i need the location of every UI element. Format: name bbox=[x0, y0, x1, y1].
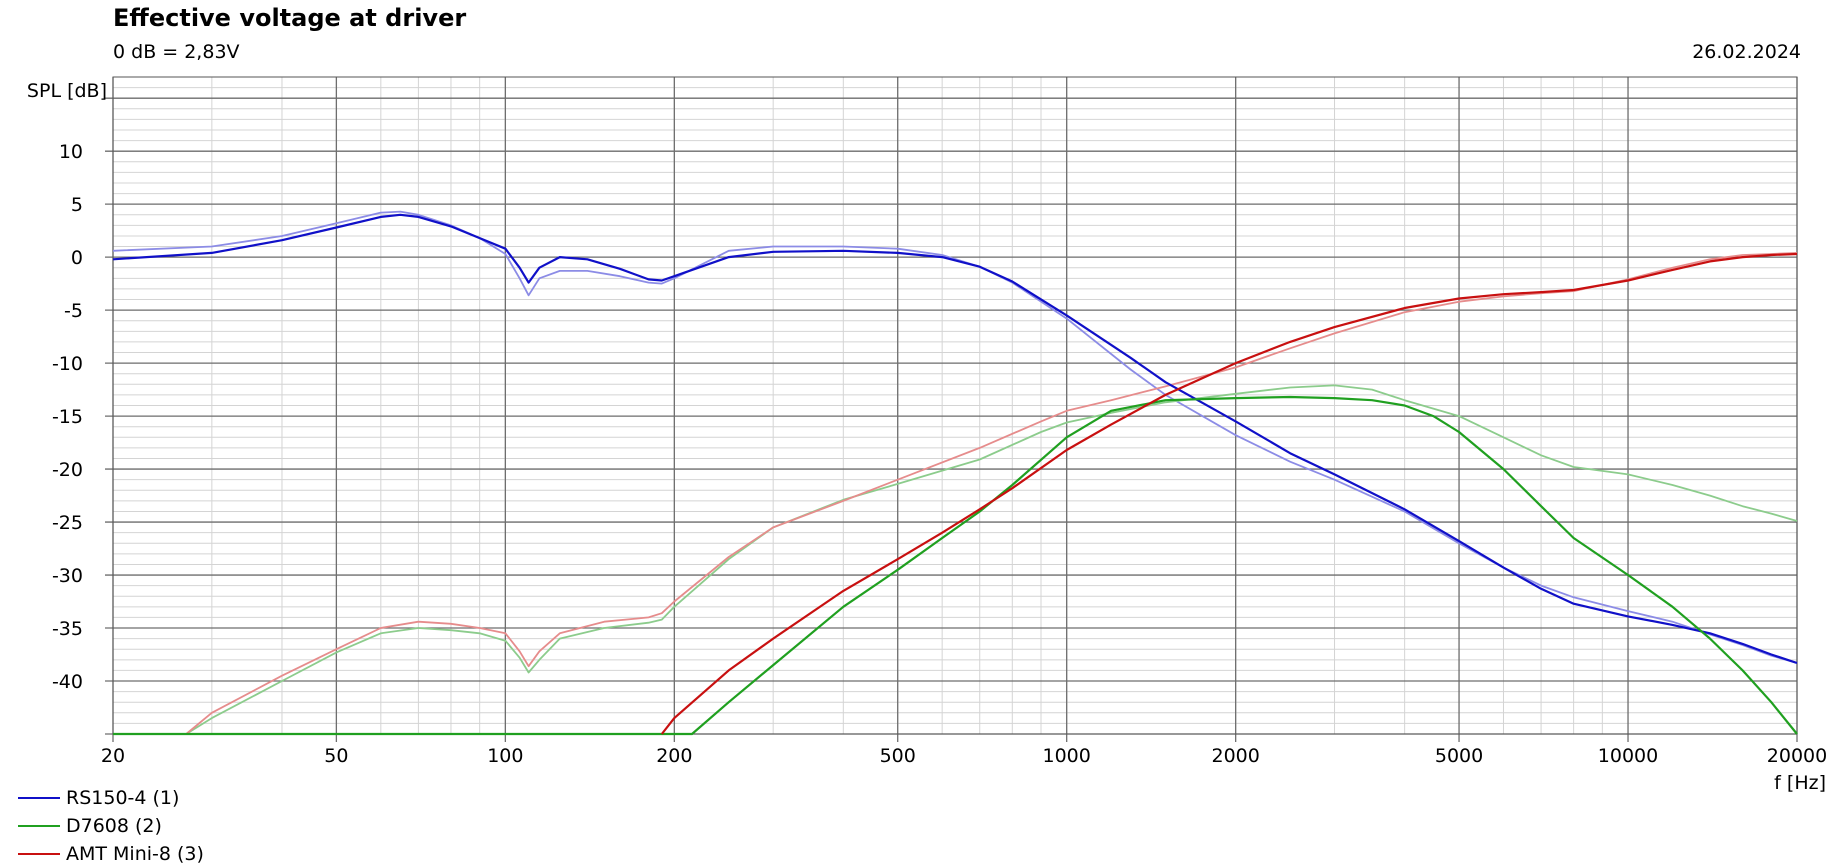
chart-title: Effective voltage at driver bbox=[113, 4, 467, 32]
x-axis-label: f [Hz] bbox=[1774, 772, 1826, 794]
legend-swatch-d7608 bbox=[18, 825, 60, 827]
legend: RS150-4 (1) D7608 (2) AMT Mini-8 (3) bbox=[18, 784, 204, 868]
legend-label-d7608: D7608 (2) bbox=[66, 815, 162, 837]
y-tick-label: 10 bbox=[59, 141, 83, 163]
x-tick-label: 20000 bbox=[1767, 745, 1827, 767]
x-tick-label: 500 bbox=[880, 745, 916, 767]
plot-frame bbox=[112, 76, 1798, 735]
x-tick-label: 50 bbox=[324, 745, 348, 767]
series-line-4 bbox=[660, 252, 1798, 735]
legend-swatch-amt bbox=[18, 853, 60, 855]
x-tick-label: 20 bbox=[101, 745, 125, 767]
y-tick-label: 5 bbox=[71, 194, 83, 216]
series-line-0 bbox=[112, 213, 1798, 665]
y-tick-label: -10 bbox=[52, 353, 83, 375]
y-tick-label: -30 bbox=[52, 565, 83, 587]
y-tick-label: -40 bbox=[52, 671, 83, 693]
x-tick-label: 100 bbox=[487, 745, 523, 767]
legend-item-rs150: RS150-4 (1) bbox=[18, 784, 204, 812]
y-tick-label: -25 bbox=[52, 512, 83, 534]
y-tick-label: -5 bbox=[64, 300, 83, 322]
x-tick-label: 5000 bbox=[1435, 745, 1483, 767]
chart-subtitle: 0 dB = 2,83V bbox=[113, 41, 240, 63]
y-tick-label: -35 bbox=[52, 618, 83, 640]
legend-swatch-rs150 bbox=[18, 797, 60, 799]
y-axis-label: SPL [dB] bbox=[27, 80, 107, 102]
series-line-2 bbox=[113, 395, 1798, 736]
y-tick-label: 0 bbox=[71, 247, 83, 269]
series-lines bbox=[112, 210, 1798, 736]
y-tick-label: -20 bbox=[52, 459, 83, 481]
x-tick-label: 200 bbox=[656, 745, 692, 767]
legend-item-d7608: D7608 (2) bbox=[18, 812, 204, 840]
x-tick-label: 1000 bbox=[1043, 745, 1091, 767]
legend-label-amt: AMT Mini-8 (3) bbox=[66, 843, 204, 865]
y-tick-label: -15 bbox=[52, 406, 83, 428]
series-line-5 bbox=[113, 252, 1798, 735]
y-axis-ticks: 10 5 0 -5 -10 -15 -20 -25 -30 -35 -40 bbox=[52, 141, 83, 693]
legend-item-amt: AMT Mini-8 (3) bbox=[18, 840, 204, 868]
legend-label-rs150: RS150-4 (1) bbox=[66, 787, 180, 809]
series-line-3 bbox=[113, 384, 1798, 735]
chart-date: 26.02.2024 bbox=[1692, 41, 1801, 63]
x-tick-label: 10000 bbox=[1598, 745, 1658, 767]
x-axis-ticks: 20 50 100 200 500 1000 2000 5000 10000 20000 bbox=[101, 745, 1827, 767]
x-tick-label: 2000 bbox=[1211, 745, 1259, 767]
